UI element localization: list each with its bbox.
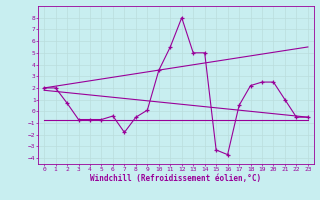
X-axis label: Windchill (Refroidissement éolien,°C): Windchill (Refroidissement éolien,°C) [91,174,261,183]
